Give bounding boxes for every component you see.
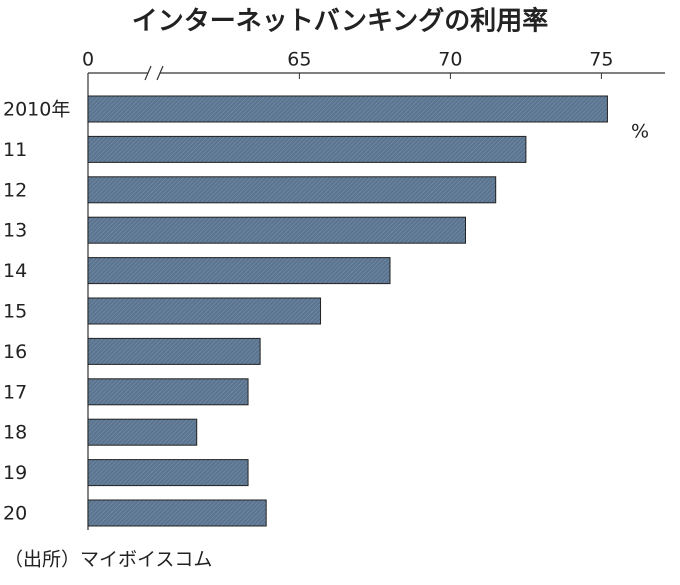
y-tick-label: 18 (3, 422, 27, 444)
y-tick-label: 15 (3, 301, 27, 323)
bar (87, 337, 261, 365)
bar (87, 378, 249, 406)
y-tick-label: 11 (3, 139, 27, 161)
source: （出所）マイボイスコム (4, 549, 212, 571)
bar (87, 257, 391, 285)
y-tick-label: 14 (3, 260, 27, 282)
bar (87, 135, 527, 163)
bar (87, 216, 466, 244)
y-tick-label: 13 (3, 220, 27, 242)
y-tick-label: 20 (3, 503, 27, 525)
axis-break (144, 65, 164, 81)
bar (87, 418, 198, 446)
y-tick-label: 16 (3, 341, 27, 363)
y-tick-label: 17 (3, 381, 27, 403)
x-tick-label: 65 (287, 49, 311, 71)
chart-title: インターネットバンキングの利用率 (132, 6, 549, 37)
bar (87, 499, 267, 527)
unit-label: % (631, 121, 649, 143)
x-tick-label: 70 (438, 49, 462, 71)
x-tick-label: 75 (589, 49, 613, 71)
y-tick-label: 12 (3, 179, 27, 201)
x-tick-label: 0 (82, 49, 94, 71)
bar (87, 95, 608, 123)
y-tick-label: 2010年 (3, 99, 70, 121)
bar (87, 297, 322, 325)
bar (87, 459, 249, 487)
y-tick-label: 19 (3, 462, 27, 484)
bar (87, 176, 497, 204)
